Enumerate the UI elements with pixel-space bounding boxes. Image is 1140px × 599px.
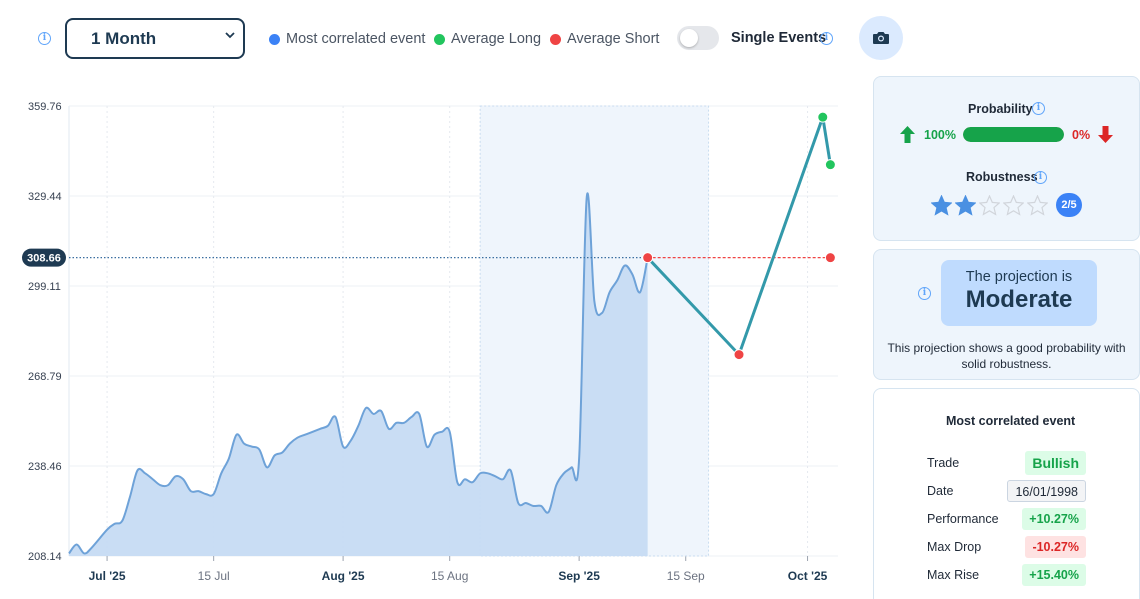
single-events-label: Single Events (731, 30, 827, 46)
star-empty-icon (1027, 195, 1048, 216)
projection-info-icon[interactable]: i (918, 287, 931, 300)
probability-panel (873, 76, 1140, 241)
single-events-toggle[interactable] (677, 26, 719, 50)
correlated-row-value: Bullish (1025, 451, 1086, 475)
x-tick-label: Jul '25 (89, 569, 126, 583)
arrow-down-icon (1098, 126, 1113, 143)
average-long-marker (817, 111, 829, 123)
star-empty-icon (979, 195, 1000, 216)
legend-label: Average Short (567, 31, 660, 47)
projection-rating: The projection is Moderate (941, 260, 1097, 326)
x-axis: Jul '25 15 Jul Aug '25 15 Aug Sep '25 15 Sep O… (89, 569, 828, 583)
projection-rating-value: Moderate (965, 286, 1073, 313)
current-price-badge: 308.66 (22, 248, 66, 267)
period-select[interactable]: 1 Month (65, 18, 245, 59)
legend-label: Most correlated event (286, 31, 426, 47)
price-chart: 359.76 329.44 299.11 268.79 238.46 208.14 Jul… (22, 101, 838, 583)
star-filled-icon (931, 195, 952, 216)
robustness-badge: 2/5 (1056, 193, 1082, 217)
star-empty-icon (1003, 195, 1024, 216)
y-tick-label: 359.76 (28, 101, 62, 113)
y-axis: 359.76 329.44 299.11 268.79 238.46 208.14 (28, 101, 62, 563)
correlated-row-value: +15.40% (1022, 564, 1086, 586)
projection-markers (642, 111, 836, 361)
correlated-event-panel (873, 388, 1140, 599)
period-select-value: 1 Month (91, 29, 157, 48)
probability-down-pct: 0% (1072, 128, 1091, 142)
current-price-label: 308.66 (27, 253, 61, 265)
y-tick-label: 208.14 (28, 551, 62, 563)
robustness-title: Robustness (966, 170, 1038, 184)
projection-rating-prefix: The projection is (965, 269, 1073, 285)
correlated-row-label: Trade (927, 456, 960, 470)
star-filled-icon (955, 195, 976, 216)
probability-title: Probability (968, 102, 1033, 116)
current-price-badge-bg (22, 248, 66, 267)
average-long-projection-line (646, 116, 832, 358)
legend-most-correlated[interactable]: Most correlated event (269, 30, 425, 48)
toggle-knob (680, 29, 698, 47)
correlated-row-label: Max Drop (927, 540, 982, 554)
probability-up-pct: 100% (924, 128, 956, 142)
probability-bar (963, 127, 1064, 142)
average-short-marker (733, 349, 745, 361)
x-tick-label: 15 Jul (198, 569, 230, 583)
correlated-row-value: -10.27% (1025, 536, 1086, 558)
period-info-icon[interactable]: i (38, 32, 51, 45)
screenshot-button[interactable] (859, 16, 903, 60)
y-tick-label: 329.44 (28, 191, 62, 203)
correlated-row-label: Performance (927, 512, 999, 526)
probability-bar-fill (963, 127, 1064, 142)
legend-average-long[interactable]: Average Long (434, 30, 541, 48)
x-tick-label: 15 Sep (667, 569, 705, 583)
correlated-row-label: Max Rise (927, 568, 980, 582)
legend-average-short[interactable]: Average Short (550, 30, 659, 48)
x-tick-label: 15 Aug (431, 569, 468, 583)
camera-icon (873, 32, 889, 44)
average-long-marker (824, 159, 836, 171)
legend-dot-green (434, 33, 445, 45)
legend-dot-red (550, 33, 561, 45)
arrow-up-icon (900, 126, 915, 143)
legend-dot-blue (269, 33, 280, 45)
average-short-marker (824, 252, 836, 264)
correlated-row-value: 16/01/1998 (1007, 480, 1086, 502)
y-tick-label: 299.11 (28, 281, 61, 293)
single-events-info-icon[interactable]: i (820, 32, 833, 45)
probability-info-icon[interactable]: i (1032, 102, 1045, 115)
x-tick-label: Oct '25 (788, 569, 828, 583)
projection-description: This projection shows a good probability… (887, 341, 1126, 371)
correlated-row-value: +10.27% (1022, 508, 1086, 530)
most-correlated-line (68, 192, 649, 555)
toolbar: i 1 Month Most correlated event Average … (0, 0, 1140, 76)
legend-label: Average Long (451, 31, 542, 47)
correlated-event-title: Most correlated event (946, 414, 1076, 428)
x-tick-label: Sep '25 (558, 569, 600, 583)
y-tick-label: 268.79 (28, 371, 62, 383)
average-short-marker (642, 252, 654, 264)
robustness-info-icon[interactable]: i (1034, 171, 1047, 184)
x-tick-label: Aug '25 (322, 569, 365, 583)
y-tick-label: 238.46 (28, 461, 62, 473)
chevron-down-icon (225, 32, 235, 39)
correlated-row-label: Date (927, 484, 954, 498)
